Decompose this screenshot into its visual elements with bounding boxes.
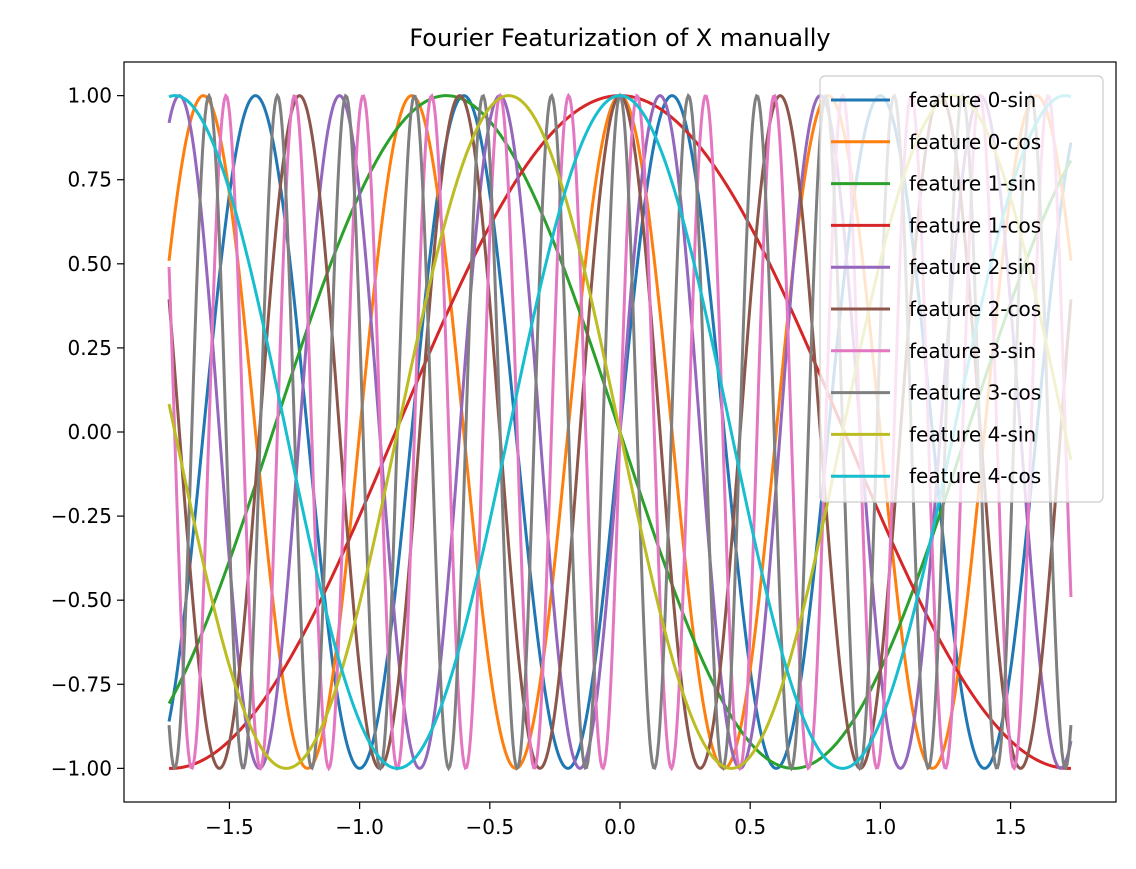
legend-label-5: feature 2-cos [909, 297, 1041, 321]
legend-label-4: feature 2-sin [909, 255, 1036, 279]
legend-label-0: feature 0-sin [909, 88, 1036, 112]
legend-label-7: feature 3-cos [909, 381, 1041, 405]
y-tick-label: 0.25 [67, 336, 112, 360]
x-tick-label: 0.5 [734, 815, 766, 839]
series-layer [167, 92, 1073, 772]
legend: feature 0-sin feature 0-cos feature 1-sin f… [819, 75, 1104, 503]
y-tick-label: 1.00 [67, 84, 112, 108]
series-line-9 [168, 94, 1072, 770]
x-axis-ticks: −1.5 −1.0 −0.5 0.0 0.5 1.0 1.5 [205, 802, 1026, 839]
y-tick-label: 0.50 [67, 252, 112, 276]
x-tick-label: 1.0 [864, 815, 896, 839]
x-tick-label: −0.5 [466, 815, 515, 839]
x-tick-label: 1.5 [995, 815, 1027, 839]
plot-area-frame [123, 61, 1117, 803]
y-tick-label: −0.75 [51, 672, 112, 696]
legend-label-1: feature 0-cos [909, 130, 1041, 154]
y-tick-label: −1.00 [51, 756, 112, 780]
y-tick-label: −0.25 [51, 504, 112, 528]
x-tick-label: −1.0 [335, 815, 384, 839]
y-tick-label: −0.50 [51, 588, 112, 612]
chart-title: Fourier Featurization of X manually [409, 24, 830, 52]
y-tick-label: 0.00 [67, 420, 112, 444]
y-tick-label: 0.75 [67, 168, 112, 192]
legend-box [819, 75, 1104, 503]
legend-label-3: feature 1-cos [909, 213, 1041, 237]
legend-label-9: feature 4-cos [909, 464, 1041, 488]
x-tick-label: 0.0 [604, 815, 636, 839]
x-tick-label: −1.5 [205, 815, 254, 839]
y-axis-ticks: 1.00 0.75 0.50 0.25 0.00 −0.25 −0.50 −0.75 −1.00 [51, 84, 124, 780]
legend-label-2: feature 1-sin [909, 172, 1036, 196]
legend-label-6: feature 3-sin [909, 339, 1036, 363]
legend-label-8: feature 4-sin [909, 422, 1036, 446]
